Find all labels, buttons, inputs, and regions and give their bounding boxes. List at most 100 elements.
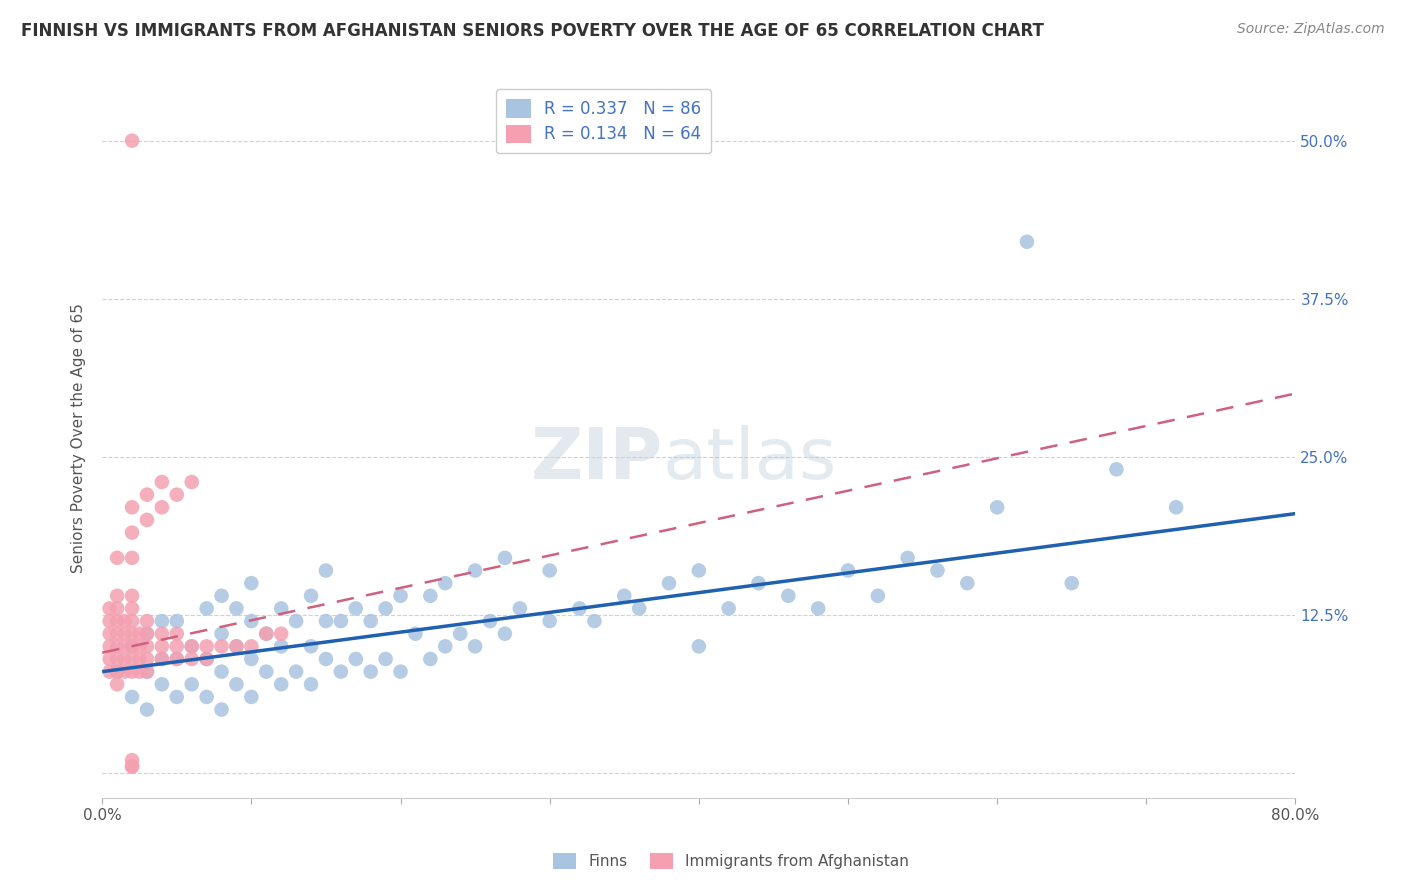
Point	[150, 475, 173, 489]
Text: Source: ZipAtlas.com: Source: ZipAtlas.com	[1237, 22, 1385, 37]
Point	[211, 589, 233, 603]
Point	[121, 626, 143, 640]
Point	[136, 614, 159, 628]
Point	[180, 640, 202, 654]
Point	[105, 640, 128, 654]
Point	[299, 640, 322, 654]
Point	[136, 665, 159, 679]
Point	[121, 759, 143, 773]
Point	[180, 652, 202, 666]
Point	[195, 601, 218, 615]
Point	[509, 601, 531, 615]
Point	[121, 614, 143, 628]
Point	[121, 525, 143, 540]
Point	[166, 640, 188, 654]
Point	[434, 640, 457, 654]
Point	[114, 640, 136, 654]
Point	[225, 640, 247, 654]
Point	[114, 614, 136, 628]
Point	[105, 614, 128, 628]
Point	[583, 614, 606, 628]
Text: ZIP: ZIP	[531, 425, 664, 494]
Point	[150, 500, 173, 515]
Point	[136, 652, 159, 666]
Point	[464, 640, 486, 654]
Point	[150, 677, 173, 691]
Point	[121, 589, 143, 603]
Point	[211, 665, 233, 679]
Point	[195, 640, 218, 654]
Point	[136, 513, 159, 527]
Point	[389, 589, 412, 603]
Point	[270, 677, 292, 691]
Point	[225, 677, 247, 691]
Point	[299, 677, 322, 691]
Point	[211, 640, 233, 654]
Point	[1015, 235, 1038, 249]
Point	[658, 576, 681, 591]
Text: atlas: atlas	[664, 425, 838, 494]
Point	[166, 652, 188, 666]
Point	[128, 652, 150, 666]
Point	[195, 690, 218, 704]
Point	[166, 626, 188, 640]
Point	[128, 640, 150, 654]
Point	[344, 652, 367, 666]
Point	[180, 640, 202, 654]
Point	[299, 589, 322, 603]
Point	[254, 626, 277, 640]
Point	[98, 665, 121, 679]
Point	[166, 690, 188, 704]
Y-axis label: Seniors Poverty Over the Age of 65: Seniors Poverty Over the Age of 65	[72, 302, 86, 573]
Point	[180, 475, 202, 489]
Point	[180, 677, 202, 691]
Point	[329, 614, 352, 628]
Point	[494, 550, 516, 565]
Point	[150, 614, 173, 628]
Point	[837, 564, 859, 578]
Point	[136, 702, 159, 716]
Point	[121, 134, 143, 148]
Point	[98, 626, 121, 640]
Point	[897, 550, 920, 565]
Point	[136, 488, 159, 502]
Point	[419, 652, 441, 666]
Point	[419, 589, 441, 603]
Point	[254, 665, 277, 679]
Point	[360, 614, 382, 628]
Point	[240, 690, 263, 704]
Point	[315, 564, 337, 578]
Legend: R = 0.337   N = 86, R = 0.134   N = 64: R = 0.337 N = 86, R = 0.134 N = 64	[496, 89, 711, 153]
Point	[195, 652, 218, 666]
Point	[329, 665, 352, 679]
Point	[270, 626, 292, 640]
Point	[121, 753, 143, 767]
Point	[1060, 576, 1083, 591]
Point	[986, 500, 1008, 515]
Point	[613, 589, 636, 603]
Point	[449, 626, 471, 640]
Point	[494, 626, 516, 640]
Point	[1105, 462, 1128, 476]
Point	[778, 589, 800, 603]
Point	[717, 601, 740, 615]
Point	[150, 652, 173, 666]
Point	[114, 665, 136, 679]
Point	[464, 564, 486, 578]
Point	[240, 640, 263, 654]
Point	[1166, 500, 1188, 515]
Point	[105, 652, 128, 666]
Point	[389, 665, 412, 679]
Point	[166, 614, 188, 628]
Point	[195, 652, 218, 666]
Point	[166, 652, 188, 666]
Point	[866, 589, 889, 603]
Point	[807, 601, 830, 615]
Point	[688, 640, 710, 654]
Point	[121, 690, 143, 704]
Point	[285, 614, 308, 628]
Point	[225, 601, 247, 615]
Point	[121, 500, 143, 515]
Point	[136, 665, 159, 679]
Point	[927, 564, 949, 578]
